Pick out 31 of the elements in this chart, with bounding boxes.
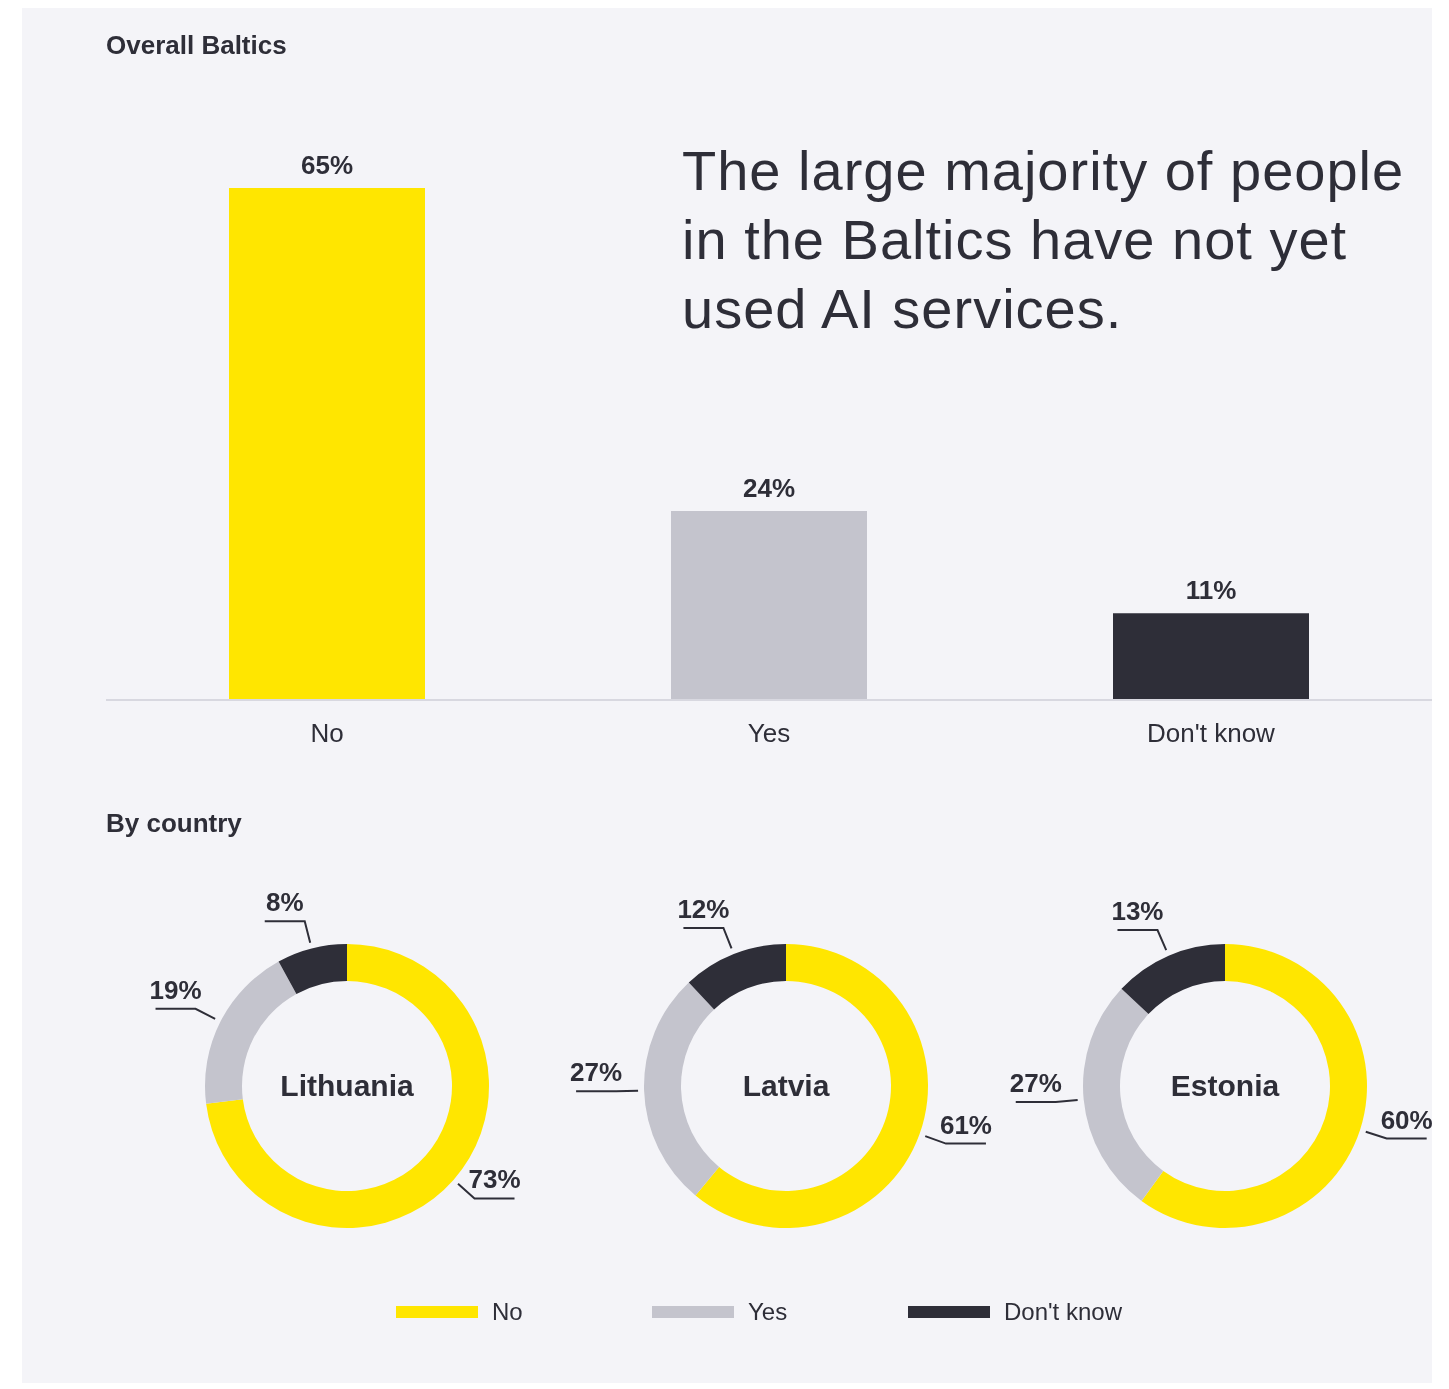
data-label: 60% xyxy=(1380,1104,1433,1135)
donut-slice xyxy=(1141,944,1367,1228)
text: Latvia xyxy=(742,1069,830,1102)
legend-label: No xyxy=(492,1298,523,1326)
x-tick-label: Don't know xyxy=(1147,718,1276,749)
data-label: 24% xyxy=(742,472,796,503)
data-label: 27% xyxy=(1009,1068,1062,1098)
text: Lithuania xyxy=(280,1069,414,1102)
x-tick-label: Yes xyxy=(747,718,791,749)
data-label: 65% xyxy=(300,150,354,180)
data-label: 12% xyxy=(677,893,730,924)
donut-slice xyxy=(688,944,786,1010)
data-label: 11% xyxy=(1185,575,1237,606)
data-label: 61% xyxy=(939,1109,992,1140)
donut-slice xyxy=(1121,944,1225,1015)
donut-slice xyxy=(695,944,928,1228)
data-label: 73% xyxy=(468,1164,521,1195)
x-tick-label: No xyxy=(310,718,344,749)
data-label: 13% xyxy=(1111,895,1164,926)
legend-label: Yes xyxy=(748,1298,788,1326)
chart-subtitle: By country xyxy=(106,808,242,839)
text: Estonia xyxy=(1170,1069,1280,1102)
data-label: 8% xyxy=(265,887,304,918)
annotation: The large majority of people in the Baltics have not yet used AI services. xyxy=(682,138,1406,342)
donut-slice xyxy=(278,944,347,994)
data-label: 27% xyxy=(570,1057,623,1088)
donut-slice xyxy=(1083,988,1164,1201)
data-label: 19% xyxy=(149,974,202,1005)
donut-slice xyxy=(644,982,720,1196)
legend-label: Don't know xyxy=(1004,1298,1122,1326)
chart-title: Overall Baltics xyxy=(106,30,287,61)
